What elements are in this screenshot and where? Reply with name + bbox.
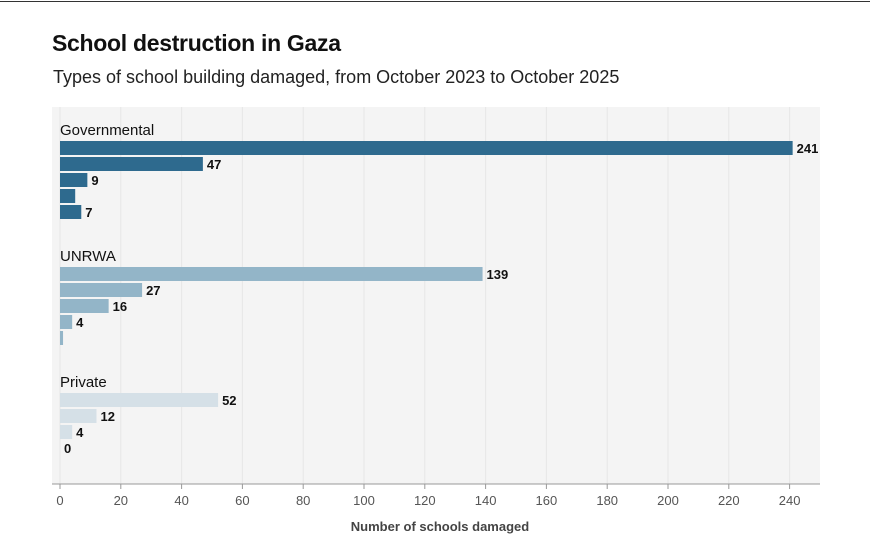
bar-governmental-2 [60,157,203,171]
tick-label-20: 20 [114,493,128,508]
tick-label-60: 60 [235,493,249,508]
bar-unrwa-5 [60,331,64,345]
tick-label-160: 160 [536,493,558,508]
x-axis-ticks: 0 20 40 60 80 100 120 140 160 180 200 220 240 [56,484,800,508]
group-label-unrwa: UNRWA [60,248,116,265]
x-axis-title: Number of schools damaged [351,519,529,534]
bar-private-1 [60,393,219,407]
labels: Governmental 241 47 9 7 UNRWA 139 27 16 4 Private 5… [60,122,818,456]
value-label-governmental-1: 241 [797,141,819,156]
chart-subtitle: Types of school building damaged, from O… [53,67,620,87]
tick-label-120: 120 [414,493,436,508]
bar-governmental-5 [60,205,82,219]
tick-label-0: 0 [56,493,63,508]
bar-private-2 [60,409,97,423]
tick-label-100: 100 [353,493,375,508]
tick-label-220: 220 [718,493,740,508]
tick-label-240: 240 [779,493,801,508]
value-label-governmental-3: 9 [91,173,98,188]
bar-unrwa-4 [60,315,73,329]
value-label-private-1: 52 [222,393,236,408]
bar-private-3 [60,425,73,439]
bar-governmental-4 [60,189,76,203]
tick-label-40: 40 [174,493,188,508]
value-label-unrwa-3: 16 [113,299,127,314]
value-label-private-4: 0 [64,441,71,456]
group-label-governmental: Governmental [60,122,154,139]
value-label-unrwa-2: 27 [146,283,160,298]
bar-unrwa-3 [60,299,109,313]
tick-label-80: 80 [296,493,310,508]
value-label-governmental-2: 47 [207,157,221,172]
bar-unrwa-2 [60,283,143,297]
chart-title: School destruction in Gaza [52,30,341,56]
bar-governmental-1 [60,141,793,155]
value-label-private-3: 4 [76,425,84,440]
tick-label-140: 140 [475,493,497,508]
value-label-private-2: 12 [100,409,114,424]
tick-label-180: 180 [596,493,618,508]
tick-label-200: 200 [657,493,679,508]
top-rule [0,1,870,2]
value-label-unrwa-1: 139 [487,267,509,282]
bar-governmental-3 [60,173,88,187]
bar-unrwa-1 [60,267,483,281]
value-label-unrwa-4: 4 [76,315,84,330]
value-label-governmental-5: 7 [85,205,92,220]
group-label-private: Private [60,374,107,391]
bars [60,141,793,439]
